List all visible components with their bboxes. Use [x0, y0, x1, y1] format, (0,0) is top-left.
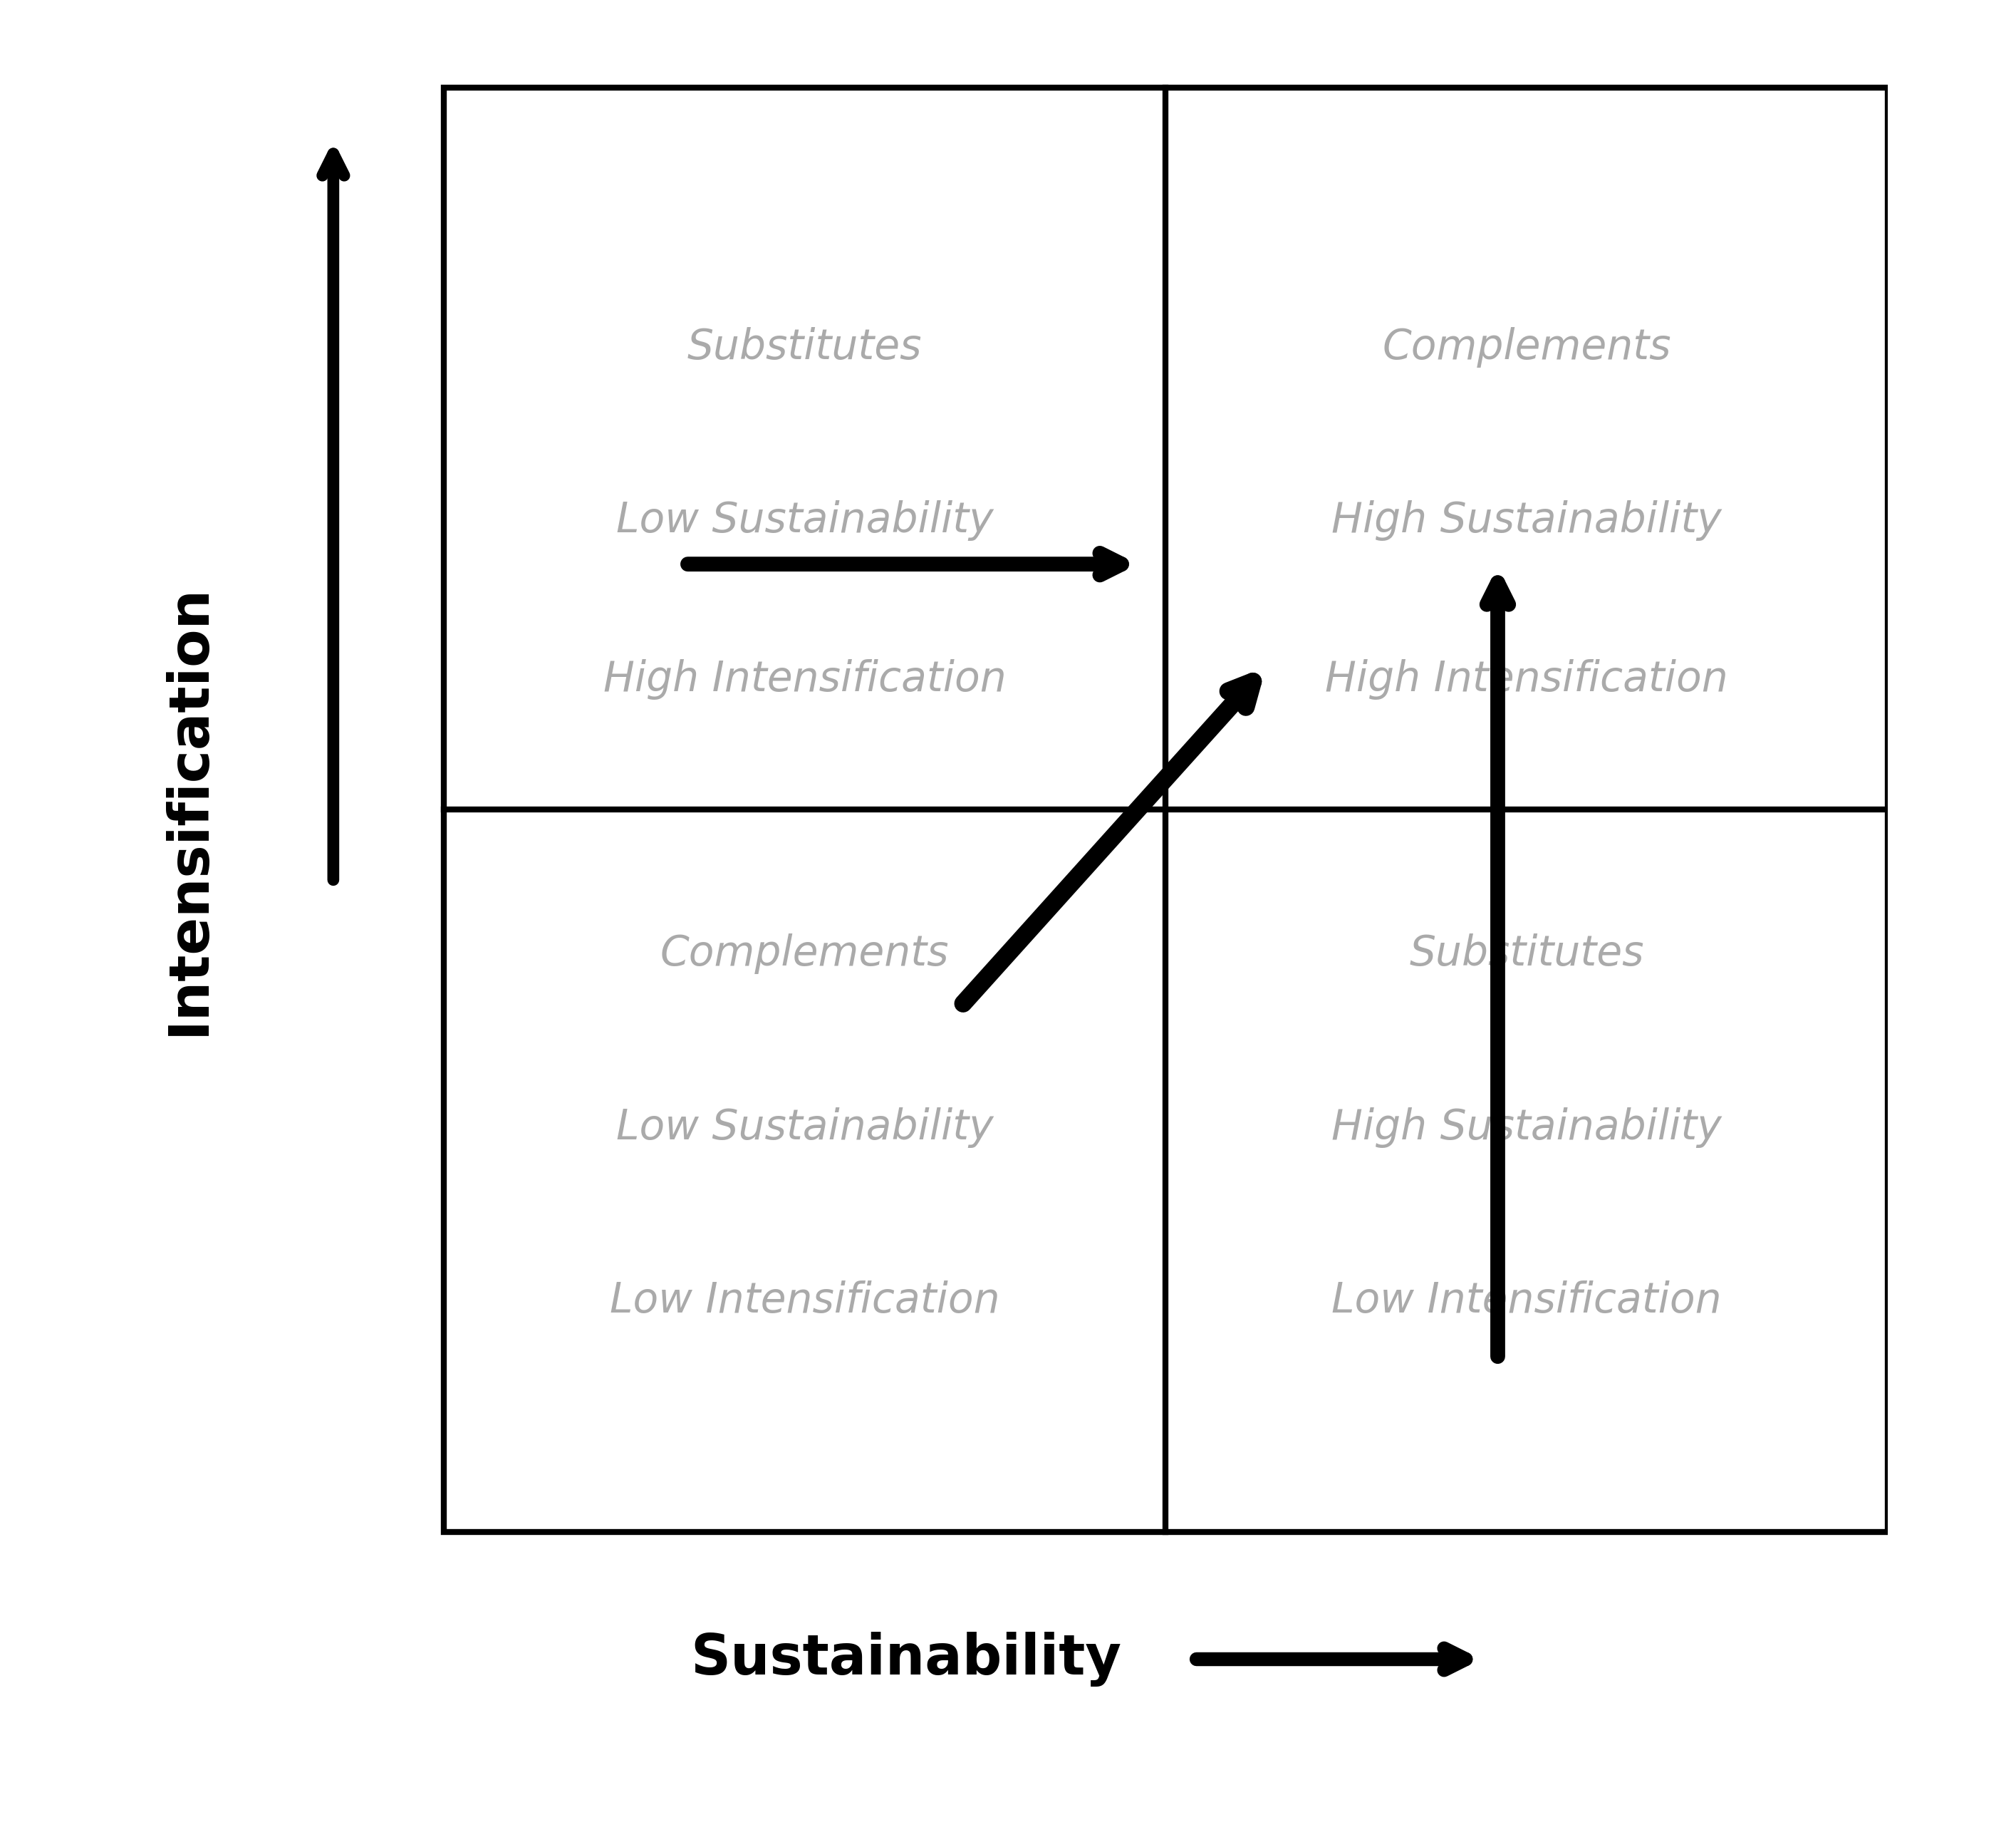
Text: Complements: Complements	[1383, 327, 1671, 367]
Text: High Sustainability: High Sustainability	[1331, 1107, 1722, 1147]
Text: Intensification: Intensification	[161, 585, 216, 1036]
Text: Low Intensification: Low Intensification	[609, 1281, 1000, 1321]
Text: Low Sustainability: Low Sustainability	[617, 1107, 994, 1147]
Text: Substitutes: Substitutes	[687, 327, 921, 367]
Text: High Intensification: High Intensification	[1325, 660, 1728, 700]
Text: Low Intensification: Low Intensification	[1331, 1281, 1722, 1321]
Text: Complements: Complements	[661, 934, 950, 974]
Text: Substitutes: Substitutes	[1409, 934, 1643, 974]
Text: Sustainability: Sustainability	[689, 1632, 1121, 1686]
Bar	[444, 88, 1887, 1531]
Text: Low Sustainability: Low Sustainability	[617, 501, 994, 541]
Text: High Intensification: High Intensification	[603, 660, 1006, 700]
Text: High Sustainability: High Sustainability	[1331, 501, 1722, 541]
